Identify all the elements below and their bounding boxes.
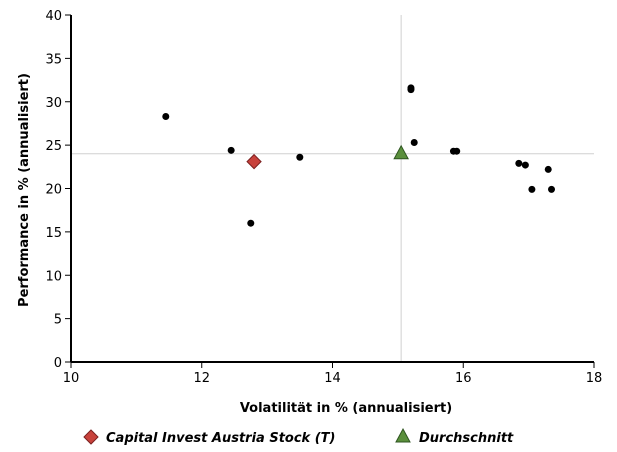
x-tick-label: 10 xyxy=(63,371,80,386)
average-triangle-point xyxy=(393,144,409,160)
y-tick-label: 25 xyxy=(45,139,62,154)
x-axis-ticks: 10 12 14 16 18 xyxy=(63,362,603,386)
data-point xyxy=(227,146,235,154)
y-tick-label: 30 xyxy=(45,96,62,111)
data-point xyxy=(515,159,523,167)
reference-lines xyxy=(71,15,594,362)
x-axis-title: Volatilität in % (annualisiert) xyxy=(240,401,452,416)
data-points xyxy=(162,84,556,227)
x-tick-label: 16 xyxy=(455,371,472,386)
y-tick-label: 5 xyxy=(54,313,62,328)
data-point xyxy=(247,219,255,227)
legend-item-capital-invest: Capital Invest Austria Stock (T) xyxy=(83,429,335,446)
y-tick-label: 15 xyxy=(45,226,62,241)
y-axis-ticks: 0 5 10 15 20 25 30 35 40 xyxy=(45,9,71,371)
y-tick-label: 10 xyxy=(45,269,62,284)
data-point xyxy=(453,147,461,155)
legend-label-capital-invest: Capital Invest Austria Stock (T) xyxy=(106,431,335,446)
data-point xyxy=(548,185,556,193)
data-point xyxy=(296,153,304,161)
data-point xyxy=(521,161,529,169)
data-point xyxy=(162,112,170,120)
fund-diamond-point xyxy=(246,153,262,170)
y-tick-label: 0 xyxy=(54,356,62,371)
y-tick-label: 20 xyxy=(45,183,62,198)
data-point xyxy=(410,139,418,147)
axes xyxy=(70,15,594,363)
y-axis-title: Performance in % (annualisiert) xyxy=(17,73,32,307)
legend-diamond-marker xyxy=(83,429,99,445)
legend-item-durchschnitt: Durchschnitt xyxy=(395,427,514,446)
x-tick-label: 18 xyxy=(586,371,603,386)
legend: Capital Invest Austria Stock (T) Durchsc… xyxy=(83,427,514,446)
legend-label-durchschnitt: Durchschnitt xyxy=(419,431,514,446)
x-tick-label: 12 xyxy=(193,371,210,386)
legend-triangle-marker xyxy=(395,427,411,443)
data-point xyxy=(407,86,415,94)
y-tick-label: 35 xyxy=(45,52,62,67)
data-point xyxy=(544,165,552,173)
x-tick-label: 14 xyxy=(324,371,341,386)
y-tick-label: 40 xyxy=(45,9,62,24)
data-point xyxy=(528,185,536,193)
